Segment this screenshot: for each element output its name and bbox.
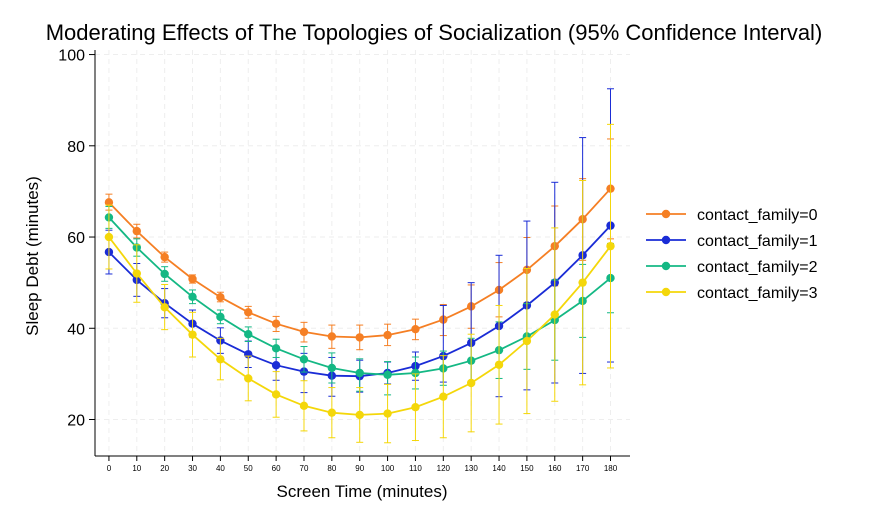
legend-swatch-marker: [661, 261, 671, 271]
x-axis-title: Screen Time (minutes): [277, 482, 448, 501]
x-tick-label: 0: [107, 464, 112, 473]
x-tick-label: 140: [492, 464, 506, 473]
data-point: [522, 336, 532, 346]
x-tick-label: 30: [188, 464, 197, 473]
x-tick-label: 170: [576, 464, 590, 473]
legend-swatch-marker: [661, 235, 671, 245]
data-point: [383, 330, 392, 340]
legend-swatch-marker: [661, 209, 671, 219]
data-point: [216, 312, 225, 322]
data-point: [271, 319, 281, 328]
x-tick-label: 160: [548, 464, 562, 473]
data-point: [160, 303, 169, 312]
data-point: [383, 370, 392, 379]
x-tick-label: 150: [520, 464, 534, 473]
data-point: [271, 390, 281, 399]
data-point: [132, 226, 141, 236]
x-tick-label: 50: [244, 464, 253, 473]
legend-item-0: contact_family=0: [646, 207, 818, 224]
data-point: [355, 368, 364, 378]
data-point: [104, 232, 114, 242]
x-tick-label: 60: [272, 464, 281, 473]
x-tick-label: 70: [300, 464, 309, 473]
x-tick-label: 40: [216, 464, 225, 473]
y-axis-title: Sleep Debt (minutes): [23, 176, 42, 336]
data-point: [299, 401, 309, 411]
legend-item-3: contact_family=3: [646, 285, 818, 302]
data-point: [188, 274, 197, 284]
data-point: [244, 374, 253, 383]
x-tick-label: 180: [604, 464, 618, 473]
legend-label: contact_family=3: [697, 285, 818, 302]
legend-item-2: contact_family=2: [646, 259, 818, 276]
y-tick-label: 100: [58, 48, 85, 65]
y-tick-label: 80: [67, 139, 85, 156]
data-point: [299, 327, 309, 337]
x-tick-label: 20: [160, 464, 169, 473]
legend-swatch-marker: [661, 287, 671, 297]
data-point: [327, 408, 337, 417]
data-point: [411, 324, 420, 334]
data-point: [299, 355, 309, 364]
data-point: [188, 292, 197, 301]
legend-label: contact_family=1: [697, 233, 818, 250]
data-point: [160, 269, 169, 279]
data-point: [411, 402, 420, 412]
legend-label: contact_family=0: [697, 207, 818, 224]
data-point: [439, 392, 448, 401]
y-tick-label: 20: [67, 413, 85, 430]
data-point: [244, 308, 253, 317]
data-point: [550, 310, 559, 319]
y-tick-label: 60: [67, 230, 85, 247]
data-point: [355, 333, 364, 342]
x-tick-label: 120: [437, 464, 451, 473]
chart-title: Moderating Effects of The Topologies of …: [46, 20, 823, 45]
series-3: [104, 123, 615, 444]
data-point: [132, 269, 141, 278]
x-tick-label: 130: [464, 464, 478, 473]
data-point: [216, 293, 225, 302]
data-point: [160, 252, 169, 262]
data-point: [606, 241, 615, 251]
legend-item-1: contact_family=1: [646, 233, 818, 250]
legend: contact_family=0 contact_family=1 contact_…: [646, 207, 818, 302]
data-point: [355, 410, 364, 420]
data-point: [104, 198, 114, 207]
data-point: [411, 368, 420, 378]
data-point: [327, 363, 337, 373]
data-point: [216, 355, 225, 364]
x-tick-label: 90: [355, 464, 364, 473]
y-tick-label: 40: [67, 321, 85, 338]
data-point: [244, 330, 253, 339]
x-tick-label: 100: [381, 464, 395, 473]
data-point: [466, 378, 476, 388]
data-point: [383, 409, 392, 418]
data-point: [327, 332, 337, 341]
plot-axes: 20 40 60 80 100 0 10 20 30 40 50 60 70 80 90 100 110 120 1…: [58, 48, 630, 473]
data-point: [494, 360, 504, 369]
x-tick-label: 110: [409, 464, 422, 473]
data-point: [271, 344, 281, 353]
data-point: [578, 278, 587, 287]
x-tick-label: 10: [132, 464, 141, 473]
legend-label: contact_family=2: [697, 259, 818, 276]
x-tick-label: 80: [327, 464, 336, 473]
data-point: [271, 361, 281, 370]
data-point: [188, 330, 197, 339]
plot-series: [104, 88, 615, 444]
